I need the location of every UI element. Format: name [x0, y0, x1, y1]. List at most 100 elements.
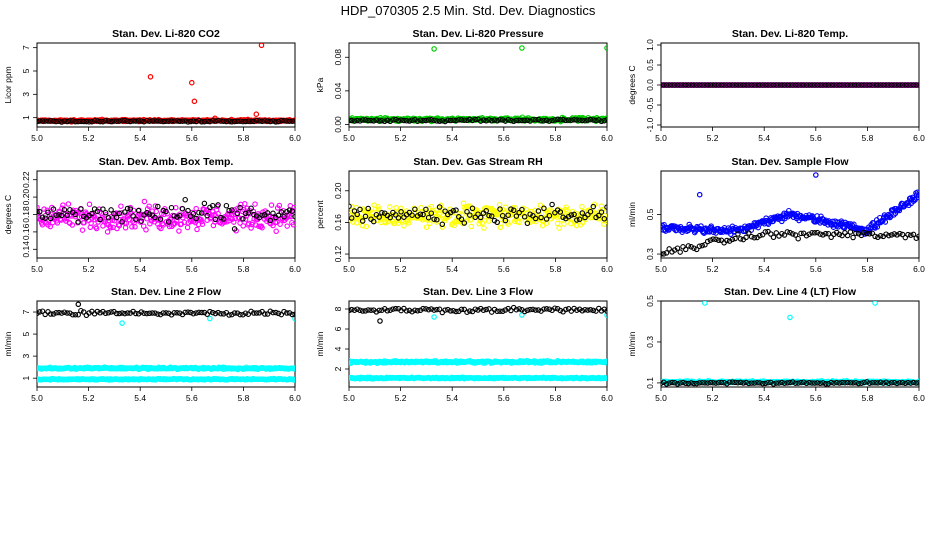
data-point	[251, 211, 257, 218]
data-point	[803, 232, 810, 239]
data-point	[530, 116, 536, 123]
data-point	[576, 216, 583, 223]
data-point	[598, 203, 605, 209]
data-point	[50, 118, 57, 124]
data-point	[839, 82, 845, 88]
outlier-point	[787, 314, 793, 321]
data-point	[105, 310, 112, 316]
x-tick-label: 6.0	[601, 264, 613, 274]
data-point	[916, 233, 919, 240]
data-point	[894, 82, 900, 88]
data-point	[828, 234, 834, 241]
data-point	[691, 380, 697, 387]
data-point	[165, 310, 172, 317]
data-point	[171, 310, 177, 316]
data-point	[349, 203, 352, 209]
data-point	[387, 118, 393, 125]
data-point	[488, 213, 495, 219]
data-point	[754, 380, 760, 386]
data-point	[875, 234, 881, 241]
data-point	[707, 237, 714, 243]
data-point	[724, 82, 730, 88]
data-point	[412, 307, 418, 314]
panel-title-pressure: Stan. Dev. Li-820 Pressure	[412, 28, 543, 40]
data-point	[800, 379, 807, 385]
data-point	[144, 210, 150, 216]
data-point	[809, 230, 815, 236]
data-point	[886, 82, 892, 88]
data-point	[359, 308, 366, 314]
data-point	[847, 229, 854, 235]
points-temp	[661, 82, 919, 88]
data-point	[242, 216, 249, 222]
data-point	[431, 117, 437, 124]
data-point	[130, 207, 137, 214]
data-point	[571, 211, 577, 218]
data-point	[376, 214, 382, 220]
data-point	[362, 308, 369, 314]
data-point	[888, 232, 895, 238]
data-point	[118, 210, 125, 216]
y-axis-label: ml/min	[627, 202, 637, 227]
plot-frame-co2	[36, 42, 296, 128]
data-point	[864, 82, 870, 88]
data-point	[89, 210, 95, 217]
data-point	[223, 118, 230, 125]
data-point	[574, 217, 580, 223]
data-point	[108, 207, 114, 213]
data-point	[485, 218, 492, 224]
data-point	[817, 380, 823, 387]
data-point	[149, 118, 156, 124]
data-point	[587, 307, 594, 313]
data-point	[229, 207, 235, 213]
data-point	[718, 379, 725, 386]
data-point	[574, 117, 580, 123]
data-point	[176, 228, 182, 234]
x-tick-label: 5.0	[31, 393, 43, 403]
data-point	[897, 230, 903, 237]
data-point	[491, 117, 498, 123]
data-point	[866, 82, 873, 88]
data-point	[133, 118, 139, 124]
data-point	[587, 116, 594, 123]
data-point	[596, 117, 602, 123]
data-point	[508, 117, 514, 124]
data-point	[349, 307, 352, 314]
data-point	[513, 213, 520, 219]
data-point	[447, 308, 454, 314]
data-point	[521, 308, 528, 315]
data-point	[773, 230, 780, 236]
data-point	[47, 215, 54, 222]
y-tick-label: 0.08	[333, 49, 343, 66]
panel-title-temp: Stan. Dev. Li-820 Temp.	[732, 28, 848, 40]
data-point	[735, 82, 741, 88]
data-point	[759, 82, 766, 88]
data-point	[677, 249, 683, 255]
data-point	[45, 118, 51, 124]
data-point	[699, 379, 705, 386]
data-point	[735, 379, 741, 386]
data-point	[828, 379, 834, 386]
data-point	[64, 212, 70, 219]
data-point	[442, 307, 448, 313]
data-point	[190, 310, 197, 317]
data-point	[93, 225, 100, 232]
data-point	[891, 231, 898, 237]
y-tick-label: -1.0	[645, 117, 655, 132]
data-point	[825, 380, 832, 387]
data-point	[152, 118, 158, 124]
data-point	[682, 380, 689, 387]
data-point	[582, 306, 588, 313]
data-point	[125, 214, 131, 220]
data-point	[428, 210, 435, 216]
data-point	[704, 238, 711, 245]
data-point	[661, 82, 667, 88]
data-point	[163, 208, 169, 215]
data-point	[155, 311, 161, 317]
data-point	[847, 82, 854, 88]
data-point	[231, 118, 238, 125]
data-point	[908, 380, 914, 386]
data-point	[571, 117, 577, 123]
y-tick-label: 1	[21, 115, 31, 120]
data-point	[168, 204, 175, 211]
